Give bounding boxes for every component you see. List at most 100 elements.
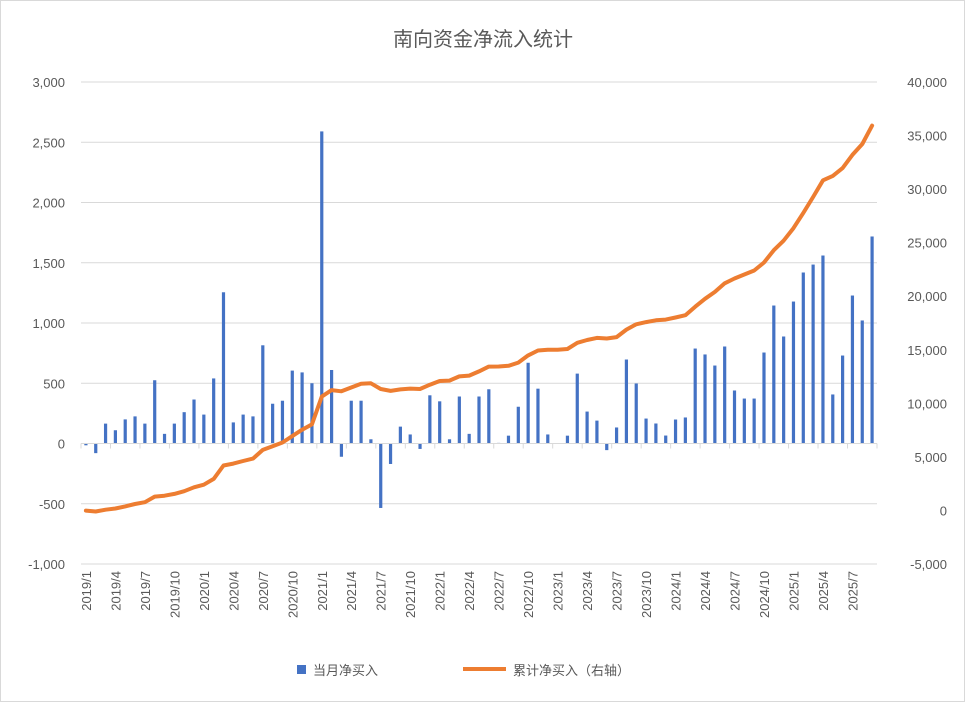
bar-2025/1	[791, 301, 796, 444]
x-tick-label: 2020/7	[256, 571, 271, 611]
bar-2019/7	[143, 423, 147, 444]
left-tick-label: 0	[58, 437, 65, 452]
bar-2019/11	[182, 412, 186, 444]
legend: 当月净买入 累计净买入（右轴）	[297, 664, 630, 679]
x-tick-label: 2023/4	[580, 571, 595, 611]
right-tick-label: -5,000	[910, 557, 947, 572]
right-tick-label: 35,000	[907, 129, 947, 144]
x-tick-label: 2019/10	[167, 571, 182, 618]
bar-2022/1	[438, 401, 442, 444]
bar-2024/6	[723, 346, 727, 444]
bar-2022/3	[457, 396, 461, 444]
right-tick-label: 30,000	[907, 182, 947, 197]
bar-2020/11	[300, 372, 304, 444]
bar-2025/5	[831, 394, 835, 444]
legend-label-cumulative: 累计净买入（右轴）	[513, 664, 630, 679]
bar-2020/4	[231, 422, 235, 444]
cumulative-line	[83, 123, 875, 514]
bar-2022/8	[506, 435, 511, 444]
bar-2023/10	[644, 418, 648, 444]
bar-2022/6	[487, 389, 491, 444]
bar-2022/12	[546, 434, 550, 444]
bar-2022/5	[477, 396, 481, 444]
bar-2021/12	[428, 395, 432, 444]
x-tick-label: 2023/1	[551, 571, 566, 611]
x-tick-label: 2021/7	[374, 571, 389, 611]
bar-2021/5	[359, 400, 363, 444]
x-tick-label: 2024/4	[698, 571, 713, 611]
right-tick-label: 20,000	[907, 289, 947, 304]
bar-2020/2	[212, 378, 216, 444]
bar-2025/8	[860, 320, 864, 444]
bar-2019/5	[123, 419, 127, 444]
bar-2023/8	[624, 359, 629, 444]
right-tick-label: 10,000	[907, 396, 947, 411]
legend-label-monthly: 当月净买入	[313, 664, 378, 679]
x-axis: 2019/1 2019/4 2019/7 2019/10 2020/1 2020/4 202…	[79, 443, 878, 618]
x-tick-label: 2024/10	[757, 571, 772, 618]
bar-2023/2	[565, 435, 570, 444]
left-tick-label: 2,500	[32, 135, 65, 150]
left-tick-label: -1,000	[28, 557, 65, 572]
left-tick-label: 2,000	[32, 196, 65, 211]
bar-2025/4	[821, 255, 825, 444]
x-tick-label: 2019/7	[138, 571, 153, 611]
x-tick-label: 2020/1	[197, 571, 212, 611]
x-tick-label: 2020/4	[226, 571, 241, 611]
bar-2020/8	[271, 403, 275, 444]
x-tick-label: 2023/7	[610, 571, 625, 611]
x-tick-label: 2022/7	[492, 571, 507, 611]
bar-2024/11	[772, 305, 776, 444]
x-tick-label: 2025/1	[786, 571, 801, 611]
left-axis: 3,000 2,500 2,000 1,500 1,000 500 0 -500 -1,000	[28, 75, 65, 572]
x-tick-label: 2021/4	[344, 571, 359, 611]
bar-2021/2	[329, 369, 334, 444]
chart-title: 南向资金净流入统计	[393, 27, 573, 51]
x-tick-label: 2025/7	[845, 571, 860, 611]
right-tick-label: 25,000	[907, 236, 947, 251]
x-tick-label: 2019/4	[108, 571, 123, 611]
bar-2023/7	[614, 427, 619, 444]
bar-2021/3	[339, 443, 344, 457]
bar-2021/8	[388, 443, 393, 464]
bar-2019/12	[192, 399, 196, 444]
right-tick-label: 15,000	[907, 343, 947, 358]
bar-2025/3	[811, 264, 815, 444]
bar-2020/6	[251, 416, 255, 444]
bar-2020/7	[261, 345, 265, 444]
bar-2019/2	[94, 443, 98, 454]
bar-2022/9	[516, 406, 520, 444]
bar-2019/1	[84, 443, 88, 446]
gridlines	[81, 81, 877, 565]
bar-2021/1	[320, 131, 324, 444]
x-tick-label: 2025/4	[816, 571, 831, 611]
bar-2021/4	[349, 400, 353, 444]
right-tick-label: 40,000	[907, 75, 947, 90]
bar-2020/10	[290, 370, 294, 444]
bar-2024/12	[782, 336, 786, 444]
bar-2022/2	[447, 439, 452, 444]
x-tick-label: 2024/1	[669, 571, 684, 611]
x-tick-label: 2022/4	[462, 571, 477, 611]
bar-2022/11	[536, 388, 540, 444]
bar-2025/9	[870, 236, 874, 444]
left-tick-label: -500	[39, 497, 65, 512]
bar-2021/7	[379, 443, 383, 508]
bar-2019/6	[133, 416, 137, 444]
x-tick-label: 2021/10	[403, 571, 418, 618]
bar-2024/7	[732, 390, 737, 444]
bar-2023/5	[595, 420, 599, 444]
bar-2021/6	[369, 439, 373, 444]
bar-2021/9	[398, 426, 402, 444]
bar-2024/8	[742, 398, 746, 444]
bar-2022/4	[467, 433, 471, 444]
bar-2023/11	[654, 423, 658, 444]
x-tick-label: 2022/10	[521, 571, 536, 618]
bar-2019/8	[153, 380, 157, 444]
bar-2023/12	[664, 435, 668, 444]
bar-2024/4	[703, 354, 707, 444]
monthly-bars	[84, 131, 874, 508]
bar-2025/6	[841, 355, 845, 444]
